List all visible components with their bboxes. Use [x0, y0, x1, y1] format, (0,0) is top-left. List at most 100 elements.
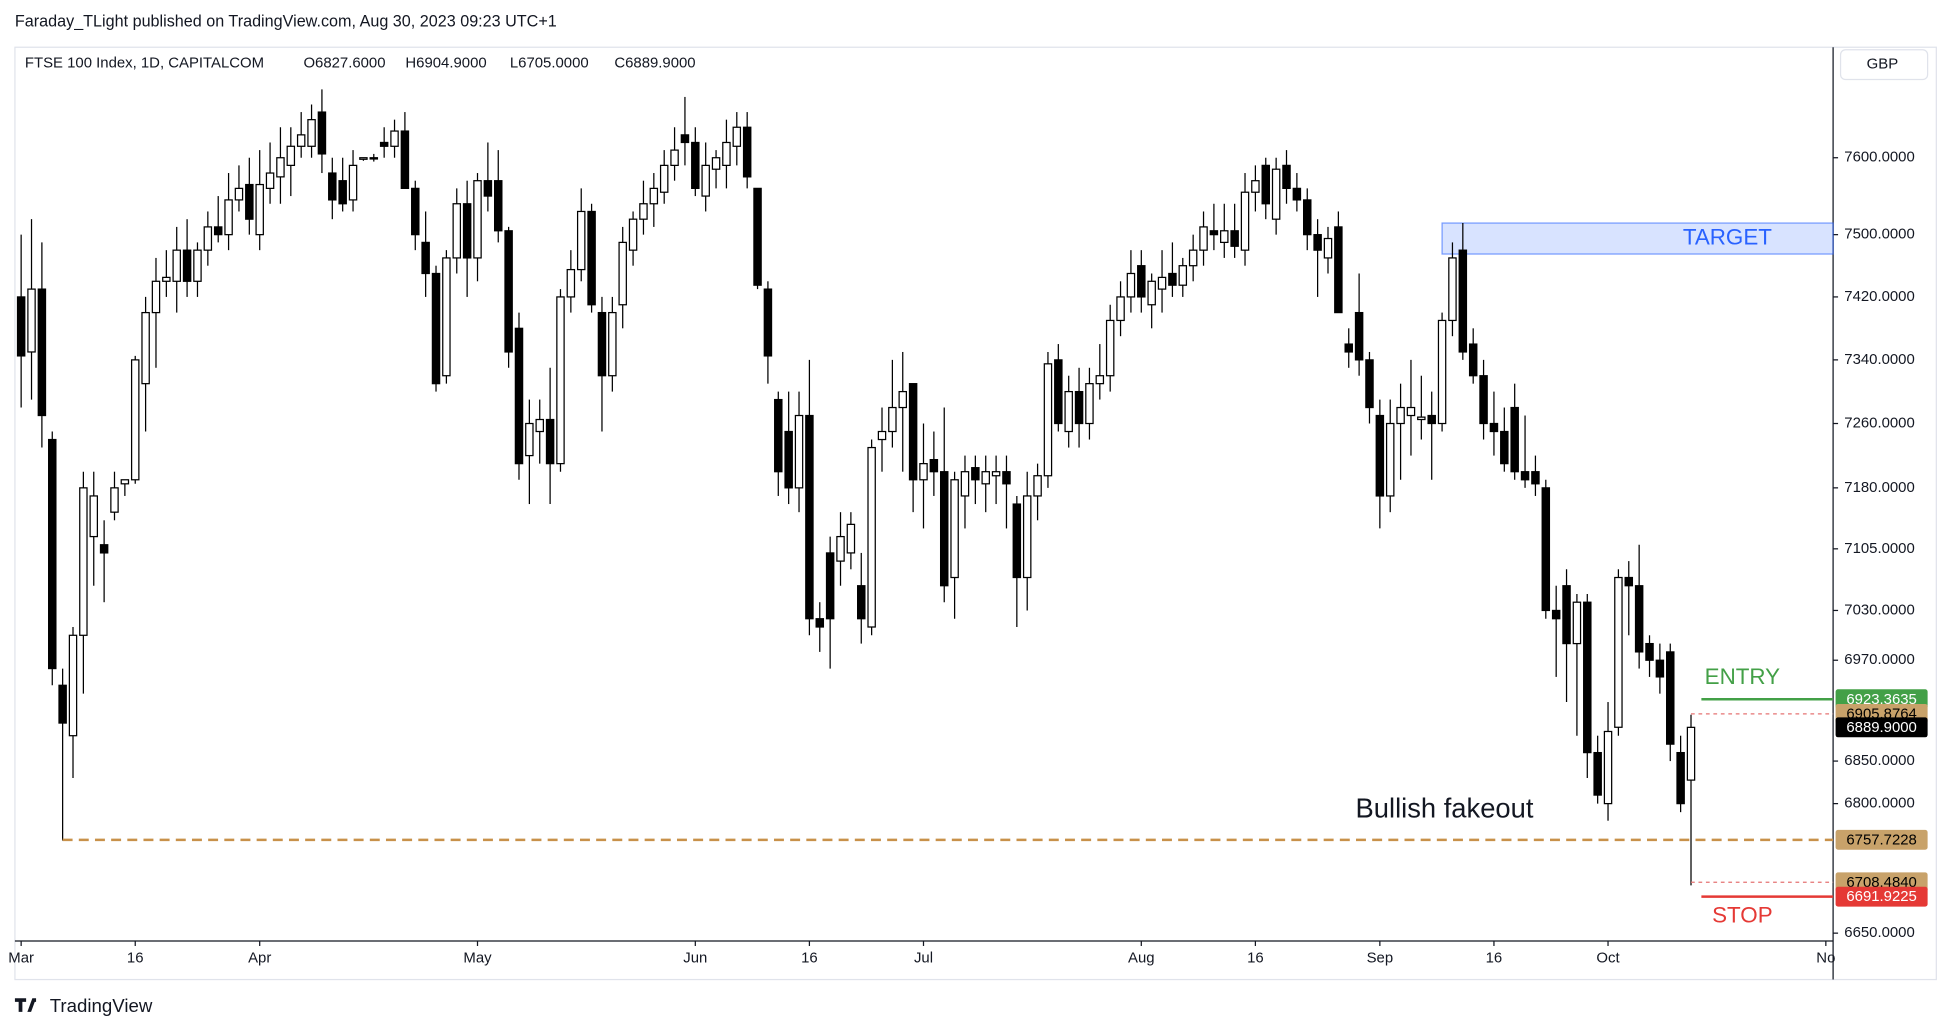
x-tick-label: Jun: [683, 949, 707, 966]
candle-body: [960, 471, 970, 497]
candle-body: [359, 157, 368, 160]
ohlc-open: O6827.6000: [303, 54, 385, 71]
candle-body: [348, 164, 358, 201]
candle-body: [58, 684, 67, 724]
candle-body: [37, 288, 47, 417]
candles: [16, 89, 1696, 886]
candle-body: [556, 296, 565, 465]
candle-body: [888, 406, 897, 433]
target-label: TARGET: [1683, 224, 1772, 249]
candle-body: [1178, 265, 1188, 286]
price-tag-label: 6708.4840: [1846, 874, 1916, 891]
candle-body: [1417, 416, 1426, 421]
candle-body: [576, 210, 586, 271]
candle-body: [1188, 249, 1198, 267]
price-tag: [1835, 829, 1928, 850]
candle-body: [939, 471, 949, 587]
candle-body: [483, 180, 493, 197]
y-tick-label: 7500.0000: [1844, 226, 1914, 243]
candle-body: [991, 471, 1001, 477]
x-tick-label: May: [463, 949, 492, 966]
candle-body: [774, 398, 783, 473]
candle-body: [981, 471, 990, 485]
candle-body: [276, 157, 285, 178]
candle-body: [1572, 601, 1582, 645]
candle-body: [99, 544, 109, 554]
candle-body: [1064, 390, 1073, 433]
candle-body: [1126, 272, 1136, 298]
logo: [14, 998, 37, 1012]
candle-body: [1520, 471, 1530, 481]
candle-body: [1583, 601, 1592, 754]
candle-body: [732, 126, 742, 147]
candle-body: [1531, 471, 1540, 485]
candle-body: [1489, 422, 1499, 433]
candle-body: [130, 359, 140, 481]
candle-body: [929, 458, 939, 473]
x-tick-label: 16: [801, 949, 818, 966]
candle-body: [1666, 651, 1675, 745]
price-tag: [1835, 886, 1928, 907]
price-level-text: ENTRY: [1705, 664, 1781, 689]
candle-body: [317, 111, 327, 155]
candle-body: [27, 288, 36, 353]
candle-body: [877, 430, 887, 441]
candle-body: [1406, 406, 1416, 417]
candle-body: [255, 183, 264, 236]
candle-body: [1002, 471, 1011, 485]
candle-body: [431, 272, 441, 385]
x-tick-label: 16: [127, 949, 144, 966]
candle-body: [763, 288, 773, 357]
y-tick-label: 7030.0000: [1844, 601, 1914, 618]
x-tick-label: Jul: [914, 949, 933, 966]
price-level-text: STOP: [1712, 902, 1773, 927]
x-tick-label: Apr: [248, 949, 271, 966]
candle-body: [172, 249, 181, 282]
candle-body: [784, 430, 793, 489]
candle-body: [400, 130, 410, 189]
x-tick-label: 16: [1486, 949, 1503, 966]
candle-body: [141, 311, 150, 385]
candle-body: [659, 164, 669, 193]
candle-body: [234, 187, 244, 201]
candle-body: [1230, 230, 1239, 247]
candle-body: [680, 134, 690, 144]
candle-body: [1603, 730, 1613, 805]
candle-body: [1168, 272, 1177, 286]
currency-button[interactable]: [1839, 49, 1929, 81]
y-tick-label: 6970.0000: [1844, 651, 1914, 668]
candle-body: [1510, 406, 1519, 473]
candle-body: [1054, 359, 1063, 425]
candle-body: [691, 141, 700, 189]
x-tick-label: Oct: [1596, 949, 1620, 966]
currency[interactable]: GBP: [1867, 56, 1899, 73]
candle-body: [1624, 576, 1634, 587]
candle-body: [1354, 311, 1364, 361]
candle-body: [1655, 659, 1665, 678]
candle-body: [182, 249, 192, 282]
y-tick-label: 7420.0000: [1844, 288, 1914, 305]
candle-body: [867, 446, 876, 628]
candle-body: [162, 276, 171, 282]
candle-body: [597, 311, 607, 377]
candle-body: [1479, 375, 1488, 425]
candle-body: [473, 180, 482, 259]
candle-body: [411, 187, 420, 236]
candle-body: [452, 203, 462, 259]
candle-body: [1220, 230, 1229, 244]
candle-body: [1157, 276, 1167, 290]
candle-body: [1105, 319, 1115, 377]
x-tick-label: Aug: [1128, 949, 1155, 966]
candle-body: [1593, 751, 1602, 796]
x-tick-label: No: [1816, 949, 1835, 966]
candle-body: [338, 180, 347, 205]
candle-body: [390, 130, 399, 147]
candle-body: [1074, 390, 1084, 425]
y-tick-label: 6850.0000: [1844, 752, 1914, 769]
candle-body: [1251, 180, 1260, 193]
candle-body: [919, 463, 928, 481]
candle-body: [1137, 265, 1146, 298]
y-tick-label: 7340.0000: [1844, 351, 1914, 368]
candle-body: [898, 390, 908, 409]
